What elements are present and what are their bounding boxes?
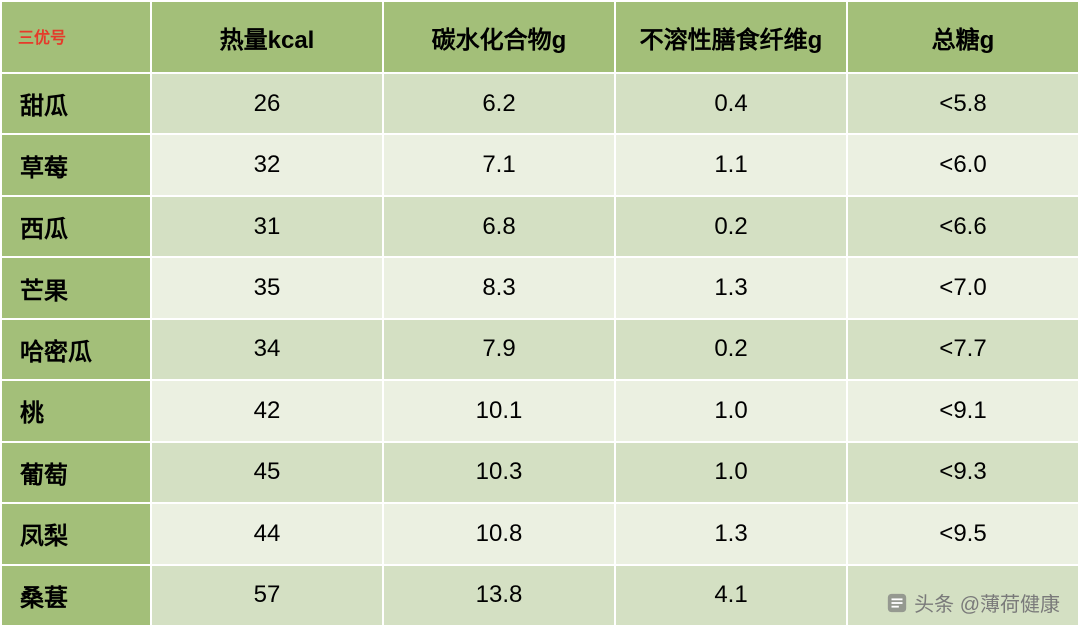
watermark-top-left: 三优号 (18, 24, 66, 48)
row-cell: <9.5 (847, 503, 1079, 564)
row-cell: 0.4 (615, 73, 847, 134)
row-cell: <6.6 (847, 196, 1079, 257)
row-cell: 44 (151, 503, 383, 564)
row-cell: 13.8 (383, 565, 615, 627)
table-row: 凤梨4410.81.3<9.5 (1, 503, 1079, 564)
row-cell: 1.3 (615, 257, 847, 318)
table-row: 桃4210.11.0<9.1 (1, 380, 1079, 441)
row-cell: 35 (151, 257, 383, 318)
row-cell: <9.3 (847, 442, 1079, 503)
row-label: 西瓜 (1, 196, 151, 257)
row-label: 桃 (1, 380, 151, 441)
table-row: 葡萄4510.31.0<9.3 (1, 442, 1079, 503)
table-body: 甜瓜266.20.4<5.8草莓327.11.1<6.0西瓜316.80.2<6… (1, 73, 1079, 626)
row-cell: 1.0 (615, 442, 847, 503)
row-cell: 26 (151, 73, 383, 134)
row-cell: 0.2 (615, 196, 847, 257)
row-cell: 7.9 (383, 319, 615, 380)
row-cell: <7.7 (847, 319, 1079, 380)
row-cell: 57 (151, 565, 383, 627)
row-cell: <7.0 (847, 257, 1079, 318)
row-cell: 45 (151, 442, 383, 503)
header-sugar: 总糖g (847, 1, 1079, 73)
table-row: 芒果358.31.3<7.0 (1, 257, 1079, 318)
table-header-row: 热量kcal 碳水化合物g 不溶性膳食纤维g 总糖g (1, 1, 1079, 73)
row-label: 桑葚 (1, 565, 151, 627)
toutiao-icon (886, 592, 908, 614)
nutrition-table-container: 热量kcal 碳水化合物g 不溶性膳食纤维g 总糖g 甜瓜266.20.4<5.… (0, 0, 1080, 627)
row-label: 甜瓜 (1, 73, 151, 134)
row-cell: 1.3 (615, 503, 847, 564)
row-cell: 7.1 (383, 134, 615, 195)
row-label: 哈密瓜 (1, 319, 151, 380)
header-calories: 热量kcal (151, 1, 383, 73)
row-label: 草莓 (1, 134, 151, 195)
row-cell: 1.0 (615, 380, 847, 441)
row-cell: <9.1 (847, 380, 1079, 441)
row-cell: 32 (151, 134, 383, 195)
row-cell: 6.2 (383, 73, 615, 134)
table-row: 西瓜316.80.2<6.6 (1, 196, 1079, 257)
watermark-text: 头条 @薄荷健康 (914, 588, 1060, 617)
watermark-bottom-right: 头条 @薄荷健康 (886, 588, 1060, 617)
row-cell: 10.3 (383, 442, 615, 503)
row-cell: 42 (151, 380, 383, 441)
row-cell: 10.8 (383, 503, 615, 564)
row-label: 芒果 (1, 257, 151, 318)
row-cell: <5.8 (847, 73, 1079, 134)
table-row: 草莓327.11.1<6.0 (1, 134, 1079, 195)
table-row: 甜瓜266.20.4<5.8 (1, 73, 1079, 134)
row-cell: 4.1 (615, 565, 847, 627)
row-cell: 1.1 (615, 134, 847, 195)
nutrition-table: 热量kcal 碳水化合物g 不溶性膳食纤维g 总糖g 甜瓜266.20.4<5.… (0, 0, 1080, 627)
row-label: 凤梨 (1, 503, 151, 564)
row-cell: 8.3 (383, 257, 615, 318)
row-cell: 31 (151, 196, 383, 257)
row-cell: 10.1 (383, 380, 615, 441)
header-fiber: 不溶性膳食纤维g (615, 1, 847, 73)
row-cell: 34 (151, 319, 383, 380)
row-label: 葡萄 (1, 442, 151, 503)
row-cell: 6.8 (383, 196, 615, 257)
row-cell: <6.0 (847, 134, 1079, 195)
header-carbs: 碳水化合物g (383, 1, 615, 73)
row-cell: 0.2 (615, 319, 847, 380)
table-row: 哈密瓜347.90.2<7.7 (1, 319, 1079, 380)
